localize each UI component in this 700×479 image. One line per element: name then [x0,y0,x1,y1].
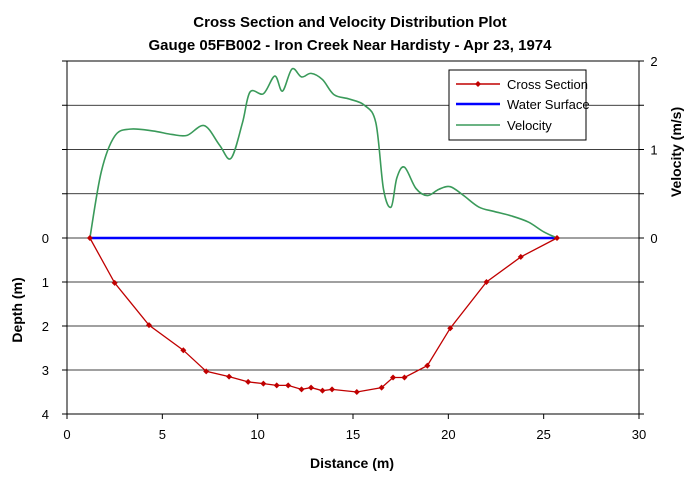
chart-subtitle: Gauge 05FB002 - Iron Creek Near Hardisty… [149,37,553,54]
x-tick-label: 25 [536,427,550,442]
depth-tick-label: 1 [42,275,49,290]
cross-section-point [390,374,397,381]
cross-section-point [180,347,187,354]
cross-section-point [273,382,280,389]
velocity-tick-label: 0 [650,231,657,246]
cross-section-point [378,384,385,391]
legend-label-cross-section: Cross Section [507,77,588,92]
legend-marker-cross-section [475,81,481,87]
velocity-tick-label: 1 [650,143,657,158]
series-layer [86,67,561,395]
depth-tick-label: 4 [42,407,49,422]
velocity-axis-ticks: 0 1 2 [639,54,658,415]
x-axis-title: Distance (m) [310,455,394,471]
legend-label-water-surface: Water Surface [507,97,590,112]
cross-section-point [401,374,408,381]
cross-section-point [245,378,252,385]
legend: Cross Section Water Surface Velocity [448,69,590,141]
cross-section-point [308,384,315,391]
cross-section-point [298,386,305,393]
depth-tick-label: 0 [42,231,49,246]
x-tick-label: 0 [63,427,70,442]
depth-axis-title: Depth (m) [9,277,25,342]
x-tick-label: 30 [632,427,646,442]
x-tick-label: 20 [441,427,455,442]
cross-section-point [424,362,431,369]
x-tick-label: 10 [250,427,264,442]
depth-tick-label: 2 [42,319,49,334]
x-tick-label: 15 [346,427,360,442]
cross-section-point [447,325,454,332]
cross-section-point [86,235,93,241]
cross-section-point [260,380,267,387]
cross-section-point [203,368,210,375]
cross-section-point [226,373,233,380]
x-tick-label: 5 [159,427,166,442]
cross-section-point [329,386,336,393]
depth-tick-label: 3 [42,363,49,378]
velocity-tick-label: 2 [650,54,657,69]
velocity-axis-title: Velocity (m/s) [668,107,684,197]
cross-section-point [319,387,326,394]
cross-section-point [517,253,524,260]
velocity-line [89,67,558,239]
x-axis-ticks: 0 5 10 15 20 25 30 [63,414,646,442]
depth-axis-ticks: 0 1 2 3 4 [42,60,67,422]
cross-section-point [145,322,152,329]
cross-section-point [285,382,292,389]
cross-section-point [483,279,490,285]
cross-section-point [353,389,360,395]
cross-section-point [554,235,561,241]
chart-title: Cross Section and Velocity Distribution … [193,14,506,31]
legend-label-velocity: Velocity [507,118,552,133]
cross-section-point [111,279,118,286]
cross-section-line [89,237,558,393]
